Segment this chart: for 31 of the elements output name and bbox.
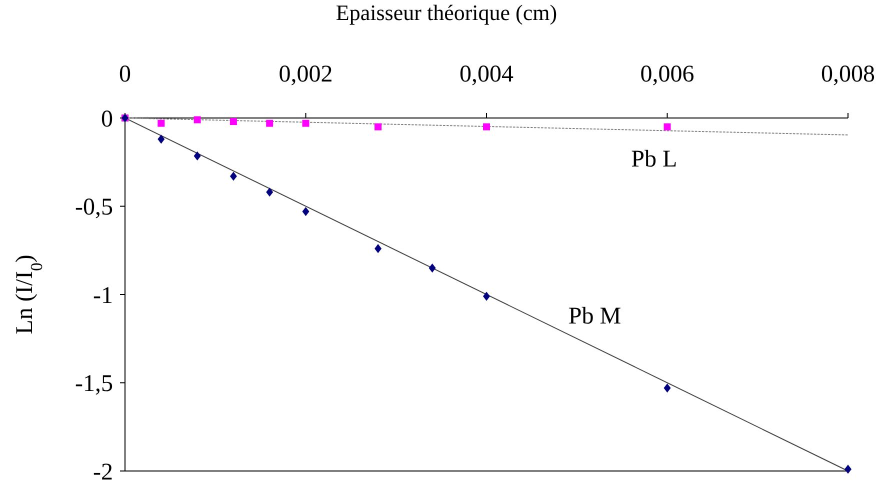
- y-tick-label: -1,5: [75, 371, 113, 398]
- point: [266, 188, 274, 197]
- x-tick-label: 0,002: [278, 61, 333, 88]
- x-tick-label: 0: [119, 61, 131, 88]
- point: [158, 134, 165, 144]
- x-tick-label: 0,006: [640, 61, 694, 88]
- y-tick-label: -0,5: [75, 194, 113, 221]
- point: [194, 151, 201, 160]
- point: [664, 123, 671, 130]
- point: [302, 206, 310, 216]
- point: [428, 263, 436, 273]
- series-label: Pb M: [568, 304, 622, 330]
- point: [230, 172, 237, 181]
- point: [302, 120, 310, 127]
- point: [374, 123, 382, 130]
- y-tick-label: -1: [93, 282, 113, 309]
- point: [230, 118, 237, 126]
- point: [844, 464, 852, 474]
- point: [158, 120, 165, 127]
- point: [483, 123, 490, 130]
- point: [664, 383, 671, 393]
- point: [266, 120, 274, 127]
- x-axis-title: Epaisseur théorique (cm): [336, 0, 558, 25]
- point: [194, 116, 201, 124]
- x-tick-label: 0,004: [460, 61, 514, 88]
- point: [483, 292, 490, 301]
- point: [374, 244, 382, 254]
- x-tick-label: 0,008: [821, 61, 875, 88]
- y-tick-label: -2: [93, 459, 113, 486]
- y-tick-label: 0: [101, 106, 113, 132]
- series-label: Pb L: [631, 146, 678, 172]
